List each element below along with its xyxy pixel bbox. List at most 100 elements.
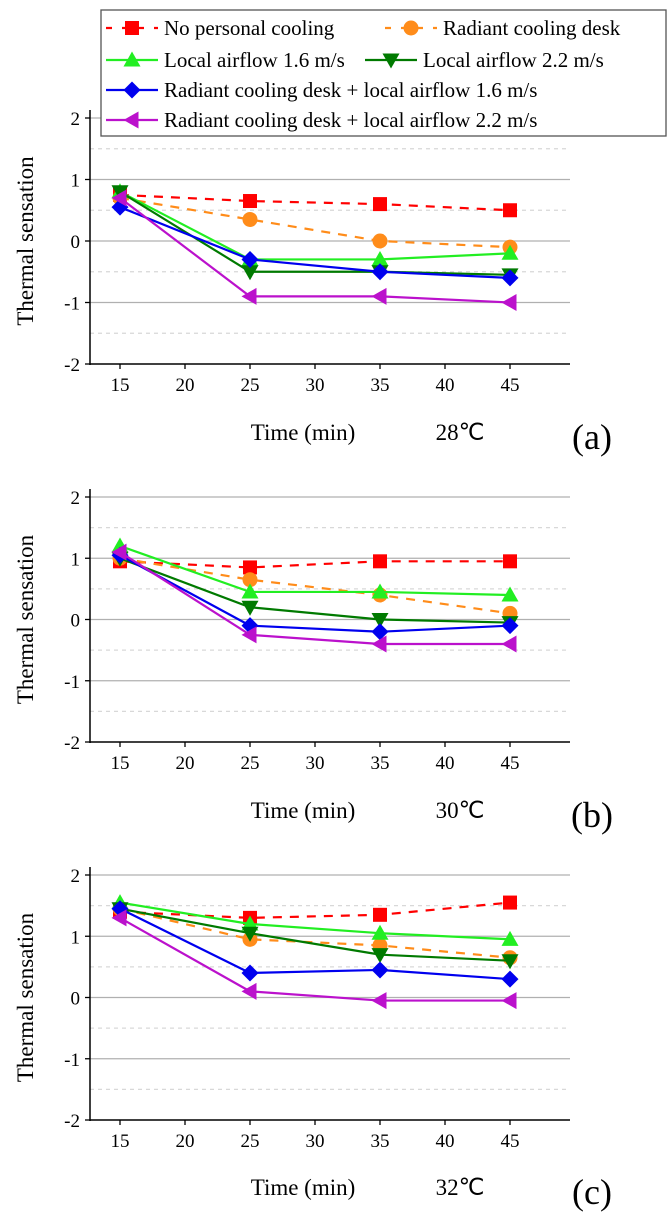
x-tick-label: 20 xyxy=(176,375,195,396)
data-point xyxy=(111,543,127,561)
legend-item: Radiant cooling desk + local airflow 2.2… xyxy=(106,108,537,132)
data-point xyxy=(371,250,389,266)
series-line xyxy=(119,901,511,941)
legend-label: Radiant cooling desk xyxy=(443,16,621,40)
data-point xyxy=(501,635,517,653)
series-4 xyxy=(111,900,519,988)
panel-label: (b) xyxy=(571,795,613,835)
series-5 xyxy=(111,543,517,653)
legend-item: No personal cooling xyxy=(106,16,335,40)
legend-item: Local airflow 1.6 m/s xyxy=(106,48,345,72)
data-point xyxy=(503,203,517,218)
legend-label: Radiant cooling desk + local airflow 1.6… xyxy=(164,78,537,102)
y-tick-label: -2 xyxy=(64,355,80,376)
legend-marker xyxy=(123,81,141,99)
data-point xyxy=(372,233,388,249)
series-line xyxy=(119,196,511,249)
data-point xyxy=(373,197,387,212)
x-tick-label: 45 xyxy=(501,1131,520,1152)
data-point xyxy=(501,930,519,946)
y-tick-label: -1 xyxy=(64,294,80,315)
data-point xyxy=(111,185,129,201)
data-point xyxy=(241,626,257,644)
data-point xyxy=(371,992,387,1010)
series-1 xyxy=(112,190,518,255)
x-axis-label: Time (min) xyxy=(251,420,356,445)
series-0 xyxy=(113,187,517,218)
data-point xyxy=(241,287,257,305)
x-tick-label: 35 xyxy=(371,375,390,396)
x-tick-label: 15 xyxy=(111,375,130,396)
data-point xyxy=(501,294,517,311)
x-tick-label: 20 xyxy=(176,1131,195,1152)
series-line xyxy=(119,551,510,646)
legend-item: Radiant cooling desk xyxy=(385,16,621,40)
data-point xyxy=(241,982,257,1000)
data-point xyxy=(501,244,519,260)
y-tick-label: -2 xyxy=(64,733,80,754)
panel-temperature: 32℃ xyxy=(436,1175,485,1200)
data-point xyxy=(501,970,519,988)
data-point xyxy=(371,948,389,964)
y-tick-label: 2 xyxy=(71,866,81,887)
legend-marker xyxy=(123,51,141,67)
legend: No personal cooling Radiant cooling desk L… xyxy=(100,9,667,137)
legend-box xyxy=(100,9,667,137)
y-tick-label: 2 xyxy=(71,109,81,130)
y-tick-label: -2 xyxy=(64,1111,80,1132)
y-tick-label: 0 xyxy=(71,232,81,253)
x-tick-label: 30 xyxy=(306,1131,325,1152)
y-tick-label: 1 xyxy=(71,927,81,948)
data-point xyxy=(241,600,259,616)
x-tick-label: 40 xyxy=(436,1131,455,1152)
series-3 xyxy=(111,185,519,284)
legend-marker xyxy=(382,53,400,69)
x-tick-label: 40 xyxy=(436,375,455,396)
data-point xyxy=(241,250,259,268)
series-line xyxy=(119,206,511,279)
series-line xyxy=(119,554,511,633)
x-tick-label: 30 xyxy=(306,753,325,774)
x-tick-label: 15 xyxy=(111,1131,130,1152)
legend-marker xyxy=(125,21,139,35)
data-point xyxy=(111,189,127,207)
x-tick-label: 30 xyxy=(306,375,325,396)
y-tick-label: 0 xyxy=(71,989,81,1010)
data-point xyxy=(371,613,389,628)
series-2 xyxy=(111,537,519,602)
series-line xyxy=(119,907,511,962)
x-tick-label: 25 xyxy=(241,753,260,774)
panel-c: 2 1 0 -1 -2 15 20 25 30 35 40 45 Thermal sensation Ti… xyxy=(13,866,612,1212)
x-tick-label: 35 xyxy=(371,753,390,774)
data-point xyxy=(371,287,387,305)
series-line xyxy=(119,907,511,959)
panel-temperature: 28℃ xyxy=(436,420,485,445)
y-tick-label: 1 xyxy=(71,171,81,192)
x-tick-label: 20 xyxy=(176,753,195,774)
x-tick-label: 25 xyxy=(241,1131,260,1152)
series-4 xyxy=(111,546,519,641)
panel-temperature: 30℃ xyxy=(436,798,485,823)
series-line xyxy=(119,544,511,597)
data-point xyxy=(241,964,259,982)
data-point xyxy=(371,263,389,281)
y-tick-label: -1 xyxy=(64,1050,80,1071)
data-point xyxy=(241,265,259,281)
panel-a: 2 1 0 -1 -2 15 20 25 30 35 40 45 Thermal sensation Ti… xyxy=(13,109,612,457)
x-axis-label: Time (min) xyxy=(251,1175,356,1200)
data-point xyxy=(501,954,519,970)
data-point xyxy=(371,961,389,979)
panel-label: (c) xyxy=(572,1172,612,1212)
x-tick-label: 35 xyxy=(371,1131,390,1152)
legend-item: Local airflow 2.2 m/s xyxy=(365,48,604,72)
series-line xyxy=(119,190,511,276)
series-line xyxy=(119,916,510,1002)
series-5 xyxy=(111,189,517,311)
data-point xyxy=(243,560,257,575)
x-tick-label: 45 xyxy=(501,753,520,774)
legend-label: No personal cooling xyxy=(164,16,335,40)
y-tick-label: 2 xyxy=(71,488,81,509)
panel-label: (a) xyxy=(572,417,612,457)
data-point xyxy=(503,554,517,569)
